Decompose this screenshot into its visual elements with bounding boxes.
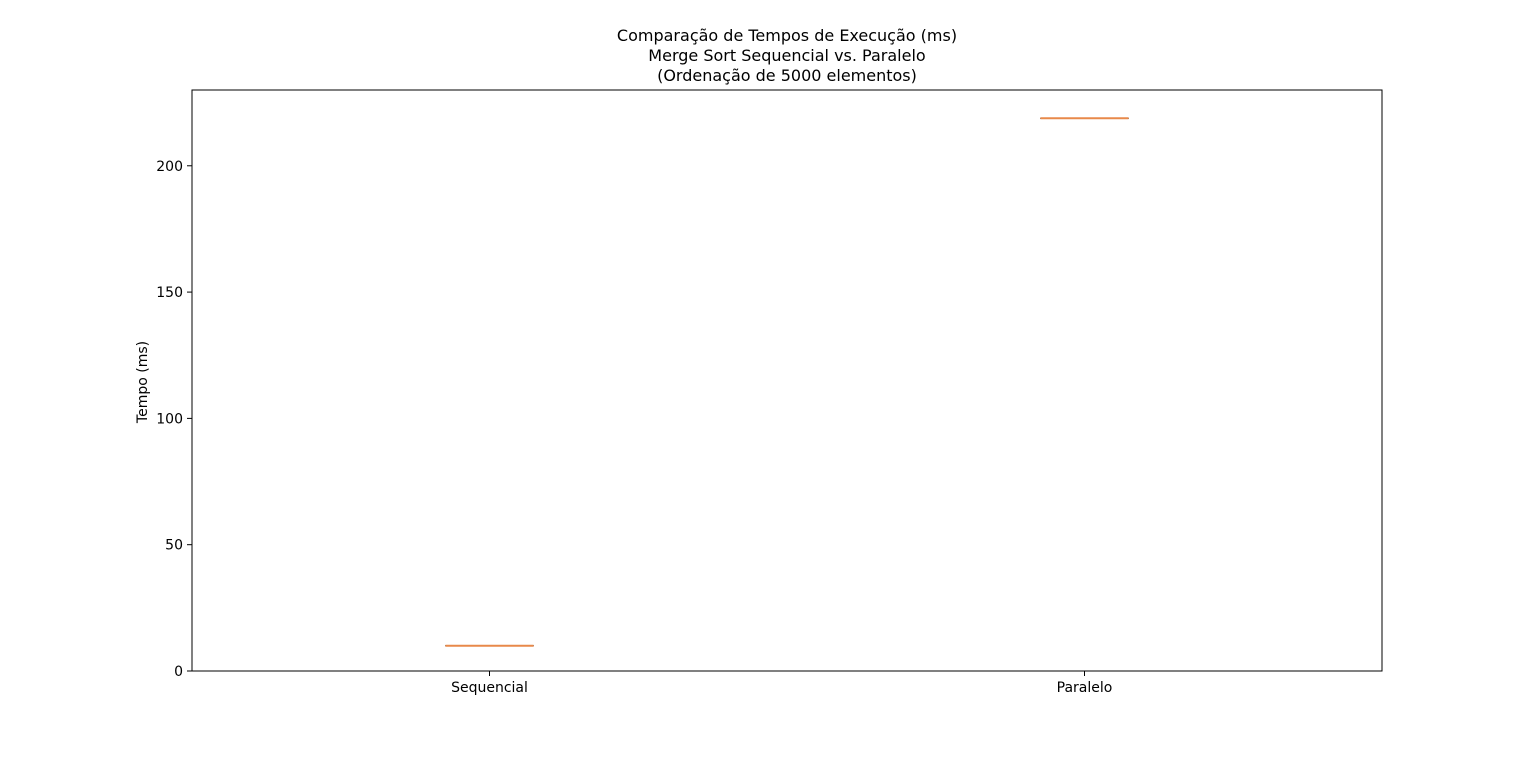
y-tick-label: 0 (174, 664, 183, 680)
y-tick-label: 100 (156, 411, 183, 427)
chart-title-line-3: (Ordenação de 5000 elementos) (657, 66, 917, 85)
plot-area-frame (192, 90, 1382, 671)
chart-title-line-1: Comparação de Tempos de Execução (ms) (617, 26, 957, 45)
chart-title: Comparação de Tempos de Execução (ms) Me… (617, 26, 957, 85)
y-tick-label: 50 (165, 538, 183, 554)
y-axis-label: Tempo (ms) (135, 341, 151, 424)
y-tick-label: 150 (156, 285, 183, 301)
boxplot-marks (446, 118, 1129, 645)
y-tick-label: 200 (156, 159, 183, 175)
y-axis: 0 50 100 150 200 (156, 159, 192, 680)
chart-title-line-2: Merge Sort Sequencial vs. Paralelo (648, 46, 925, 65)
x-tick-label: Paralelo (1057, 680, 1113, 696)
x-axis: Sequencial Paralelo (451, 671, 1112, 696)
x-tick-label: Sequencial (451, 680, 528, 696)
